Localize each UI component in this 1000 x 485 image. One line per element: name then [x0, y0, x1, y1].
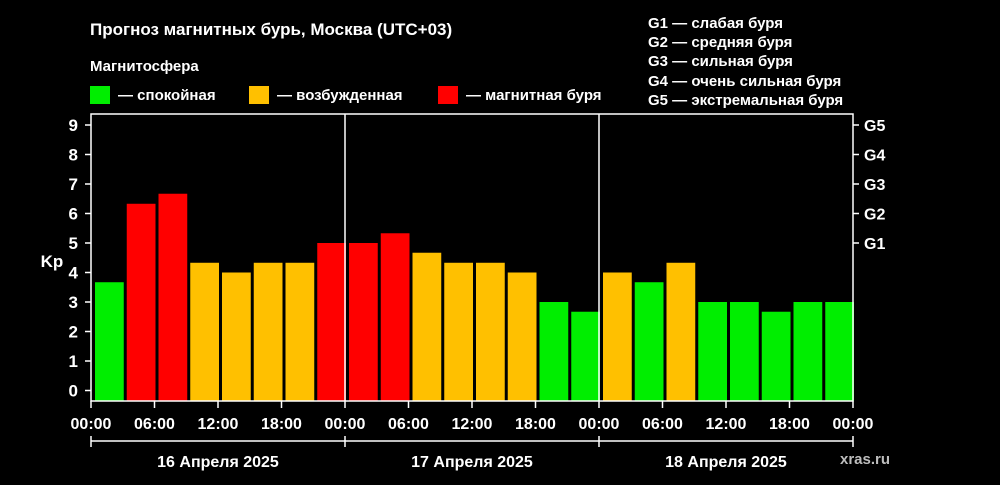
- kp-bar: [571, 311, 600, 401]
- g-tick-label: G4: [864, 148, 885, 165]
- chart-title: Прогноз магнитных бурь, Москва (UTC+03): [90, 20, 453, 39]
- legend-swatch-excited: [249, 86, 269, 104]
- x-tick-label: 12:00: [452, 416, 493, 433]
- kp-bar: [412, 252, 442, 401]
- kp-bar: [761, 311, 791, 401]
- y-tick-label: 4: [69, 264, 79, 283]
- watermark: xras.ru: [840, 451, 891, 468]
- g-scale-item: G4 — очень сильная буря: [648, 72, 842, 90]
- kp-bar: [380, 233, 410, 401]
- kp-bar: [444, 262, 473, 401]
- x-tick-label: 12:00: [198, 416, 239, 433]
- legend-item-excited: — возбужденная: [249, 86, 403, 104]
- legend-item-quiet: — спокойная: [90, 86, 216, 104]
- x-tick-label: 06:00: [642, 416, 683, 433]
- legend-label-excited: — возбужденная: [277, 86, 403, 104]
- kp-bar: [666, 262, 696, 401]
- g-scale-item: G5 — экстремальная буря: [648, 91, 844, 109]
- g-tick-label: G2: [864, 207, 885, 224]
- kp-bar: [126, 203, 156, 401]
- g-scale-item: G3 — сильная буря: [648, 53, 793, 71]
- kp-bar: [507, 272, 537, 401]
- y-tick-label: 8: [69, 146, 78, 165]
- kp-bar: [158, 193, 188, 401]
- g-scale-item: G1 — слабая буря: [648, 15, 784, 32]
- y-tick-label: 7: [69, 175, 78, 194]
- x-tick-label: 00:00: [579, 416, 620, 433]
- y-tick-label: 2: [69, 323, 78, 342]
- x-tick-label: 06:00: [388, 416, 429, 433]
- y-tick-label: 0: [69, 382, 78, 401]
- g-tick-label: G1: [864, 236, 885, 253]
- legend-title: Магнитосфера: [90, 58, 199, 75]
- y-tick-label: 1: [69, 352, 78, 371]
- y-tick-label: 3: [69, 293, 78, 312]
- g-scale-list: G1 — слабая буря G2 — средняя буря G3 — …: [648, 14, 843, 110]
- g-tick-label: G5: [864, 118, 885, 135]
- kp-bar: [190, 262, 219, 401]
- kp-bar: [253, 262, 283, 401]
- kp-bar: [698, 302, 727, 401]
- x-tick-label: 06:00: [134, 416, 175, 433]
- legend-swatch-quiet: [90, 86, 110, 104]
- y-axis-label: Kp: [41, 252, 64, 271]
- day-label: 18 Апреля 2025: [665, 454, 787, 471]
- day-label: 17 Апреля 2025: [411, 454, 533, 471]
- kp-bar: [349, 243, 378, 401]
- x-tick-label: 00:00: [325, 416, 366, 433]
- x-tick-label: 18:00: [261, 416, 302, 433]
- g-scale-item: G2 — средняя буря: [648, 34, 793, 52]
- kp-bar: [317, 243, 346, 401]
- kp-bar: [730, 302, 759, 401]
- y-tick-label: 9: [69, 116, 78, 135]
- kp-bar: [634, 282, 664, 401]
- y-tick-label: 5: [69, 234, 78, 253]
- legend-label-quiet: — спокойная: [118, 86, 216, 104]
- kp-bar: [603, 272, 632, 401]
- kp-bar: [285, 262, 315, 401]
- legend-label-storm: — магнитная буря: [466, 86, 602, 104]
- kp-bar: [476, 262, 505, 401]
- g-tick-label: G3: [864, 177, 885, 194]
- day-label: 16 Апреля 2025: [157, 454, 279, 471]
- x-tick-label: 12:00: [706, 416, 747, 433]
- x-tick-label: 00:00: [71, 416, 112, 433]
- kp-bar: [95, 282, 124, 401]
- kp-bar: [539, 302, 569, 401]
- x-tick-label: 18:00: [515, 416, 556, 433]
- x-tick-label: 18:00: [769, 416, 810, 433]
- legend-swatch-storm: [438, 86, 458, 104]
- y-tick-label: 6: [69, 205, 78, 224]
- kp-bar: [793, 302, 823, 401]
- kp-bar: [825, 302, 854, 401]
- x-tick-label: 00:00: [833, 416, 874, 433]
- legend-item-storm: — магнитная буря: [438, 86, 602, 104]
- kp-bar: [222, 272, 251, 401]
